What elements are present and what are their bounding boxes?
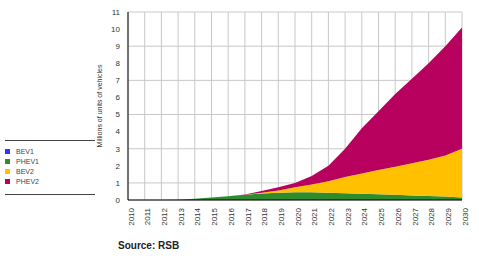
svg-text:2014: 2014 [193,207,202,225]
svg-text:2020: 2020 [294,207,303,225]
svg-text:Millions of units of vehicles: Millions of units of vehicles [96,64,103,147]
svg-text:2: 2 [116,162,121,171]
svg-text:3: 3 [116,145,121,154]
svg-text:2012: 2012 [160,207,169,225]
svg-text:2016: 2016 [227,207,236,225]
svg-text:2029: 2029 [444,207,453,225]
svg-text:0: 0 [116,196,121,205]
svg-text:2019: 2019 [277,207,286,225]
svg-text:4: 4 [116,127,121,136]
svg-text:2030: 2030 [461,207,470,225]
svg-text:1: 1 [116,179,121,188]
svg-text:2011: 2011 [143,207,152,225]
svg-text:2018: 2018 [260,207,269,225]
svg-text:2028: 2028 [427,207,436,225]
svg-text:2017: 2017 [244,207,253,225]
svg-text:2025: 2025 [377,207,386,225]
svg-text:2021: 2021 [310,207,319,225]
svg-text:2010: 2010 [127,207,136,225]
svg-text:2023: 2023 [344,207,353,225]
svg-text:8: 8 [116,59,121,68]
svg-text:9: 9 [116,42,121,51]
html-text:Source: RSB: Source: RSB [118,240,180,251]
svg-text:7: 7 [116,76,121,85]
svg-text:6: 6 [116,93,121,102]
html-text:PHEV2: PHEV2 [16,177,39,185]
svg-text:2022: 2022 [327,207,336,225]
svg-text:2015: 2015 [210,207,219,225]
svg-text:5: 5 [116,110,121,119]
html-text:PHEV1: PHEV1 [16,157,39,165]
svg-text:2026: 2026 [394,207,403,225]
html-text:BEV2: BEV2 [16,167,34,175]
svg-text:11: 11 [112,8,121,17]
svg-text:2013: 2013 [177,207,186,225]
svg-text:2027: 2027 [411,207,420,225]
svg-text:2024: 2024 [360,207,369,225]
svg-text:10: 10 [111,25,120,34]
html-text:BEV1: BEV1 [16,147,34,155]
